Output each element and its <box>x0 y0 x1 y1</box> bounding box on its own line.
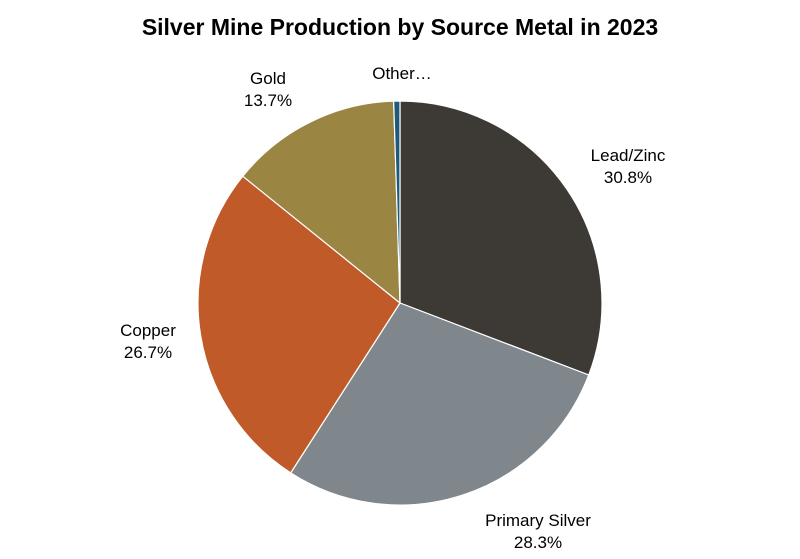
slice-name-gold: Gold <box>250 69 286 88</box>
slice-label-gold: Gold 13.7% <box>244 68 292 112</box>
slice-value-gold: 13.7% <box>243 91 293 110</box>
slice-name-other: Other… <box>372 64 432 83</box>
slice-name-lead-zinc: Lead/Zinc <box>590 146 666 165</box>
slice-label-other: Other… <box>372 63 432 85</box>
pie-slice-primary-silver <box>289 302 590 506</box>
chart-title: Silver Mine Production by Source Metal i… <box>141 14 659 40</box>
slice-value-lead-zinc: 30.8% <box>603 168 653 187</box>
slice-value-primary-silver: 28.3% <box>513 533 563 552</box>
pie-slice-other <box>393 100 401 304</box>
pie-slice-gold <box>241 100 401 305</box>
slice-value-copper: 26.7% <box>123 343 173 362</box>
slice-name-copper: Copper <box>120 321 176 340</box>
pie-slice-lead-zinc <box>399 100 603 376</box>
slice-label-lead-zinc: Lead/Zinc 30.8% <box>591 145 666 189</box>
slice-label-copper: Copper 26.7% <box>120 320 176 364</box>
slice-name-primary-silver: Primary Silver <box>485 511 591 530</box>
slice-label-primary-silver: Primary Silver 28.3% <box>485 510 591 554</box>
pie-slice-copper <box>197 175 401 474</box>
